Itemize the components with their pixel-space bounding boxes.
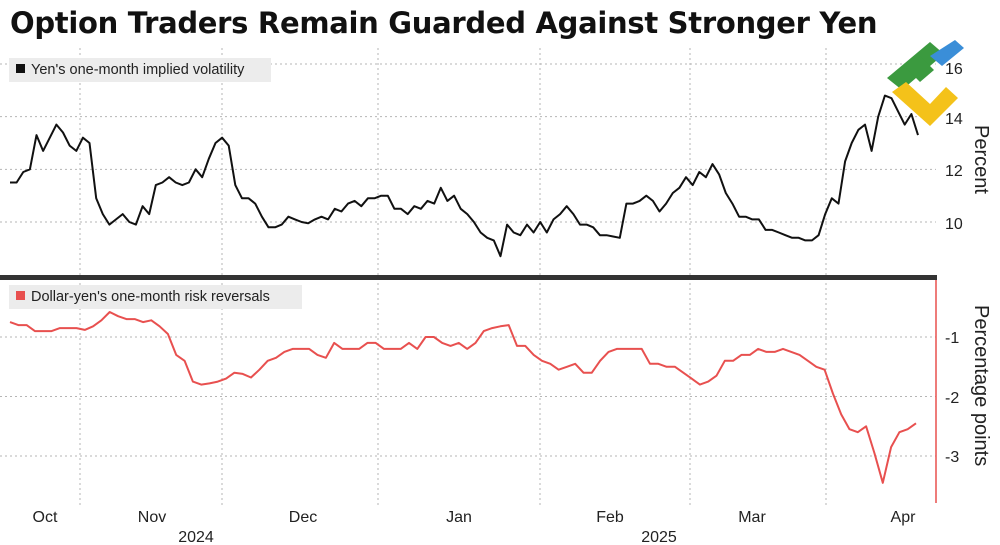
volatility-series-line [10,94,919,258]
xtick-mar: Mar [738,509,766,526]
top-legend-box [9,58,271,82]
top-ytick-14: 14 [945,111,963,128]
top-legend-label: Yen's one-month implied volatility [31,62,245,78]
bottom-ytick-minus3: -3 [945,449,959,466]
bottom-legend-label: Dollar-yen's one-month risk reversals [31,289,270,305]
bottom-legend: Dollar-yen's one-month risk reversals [9,285,302,309]
top-axis-title: Percent [970,125,992,194]
top-legend: Yen's one-month implied volatility [9,58,271,82]
bottom-axis-title: Percentage points [970,305,992,466]
risk-reversal-series-line [9,311,917,484]
top-panel-grid [0,63,936,223]
top-legend-swatch [16,64,25,73]
xtick-jan: Jan [446,509,472,526]
bottom-legend-swatch [16,291,25,300]
year-label-2024: 2024 [178,529,214,545]
year-label-2025: 2025 [641,529,677,545]
xtick-apr: Apr [891,509,917,526]
top-ytick-16: 16 [945,61,963,78]
xtick-feb: Feb [596,509,624,526]
brand-logo-icon [887,40,964,126]
top-ytick-12: 12 [945,163,963,180]
bottom-panel-grid [0,336,936,457]
month-gridlines [79,48,827,505]
panel-divider [0,275,937,280]
xtick-nov: Nov [138,509,166,526]
chart-title: Option Traders Remain Guarded Against St… [10,6,878,40]
bottom-ytick-minus2: -2 [945,390,959,407]
xtick-oct: Oct [33,509,58,526]
top-ytick-10: 10 [945,216,963,233]
bottom-legend-box [9,285,302,309]
xtick-dec: Dec [289,509,317,526]
bottom-ytick-minus1: -1 [945,330,959,347]
